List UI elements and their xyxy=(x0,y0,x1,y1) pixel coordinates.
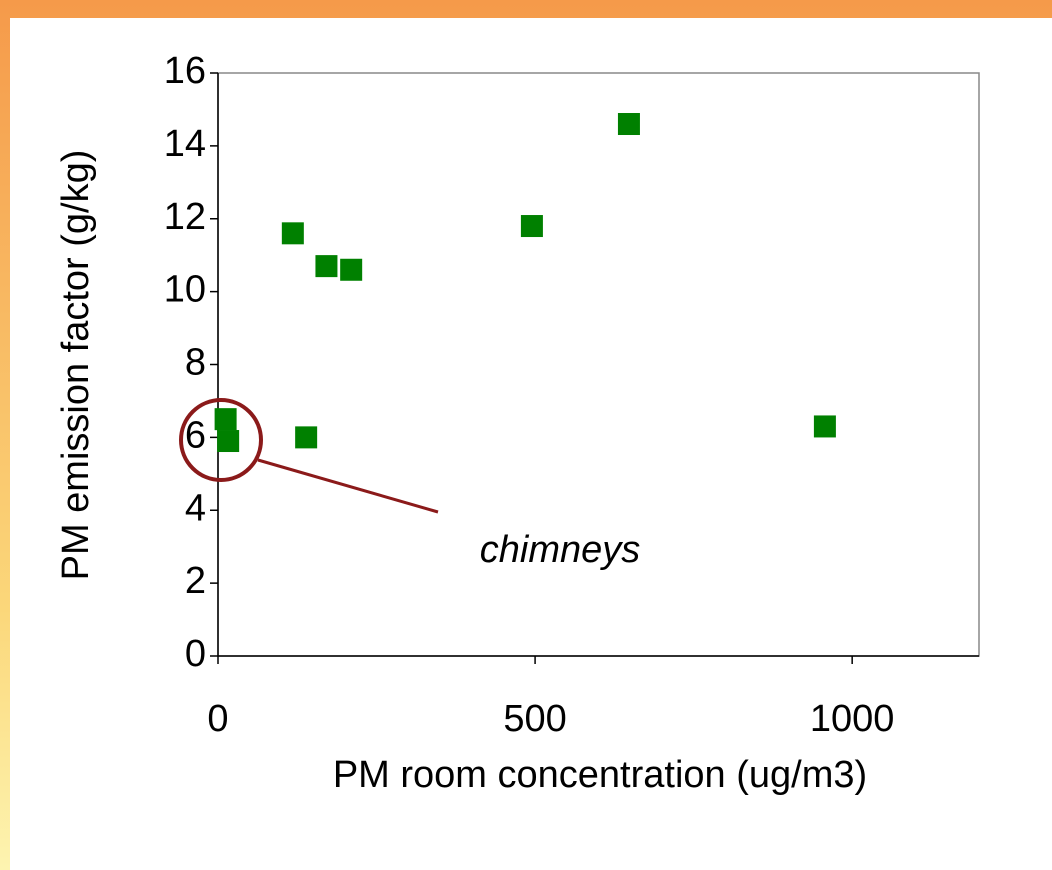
point xyxy=(813,415,836,438)
point xyxy=(217,430,240,453)
x-tick-label: 1000 xyxy=(810,698,895,740)
y-tick-label: 6 xyxy=(185,414,206,456)
y-tick-label: 14 xyxy=(164,123,206,165)
annotation-line xyxy=(257,458,439,514)
annotation-circle xyxy=(179,398,263,482)
point xyxy=(520,215,543,238)
point xyxy=(281,222,304,245)
y-tick-label: 8 xyxy=(185,342,206,384)
panel xyxy=(10,18,1052,870)
annotation: chimneys xyxy=(480,529,641,571)
x-tick-label: 500 xyxy=(503,698,566,740)
point xyxy=(214,408,237,431)
point xyxy=(340,258,363,281)
y-tick-label: 0 xyxy=(185,633,206,675)
y-tick-label: 4 xyxy=(185,487,206,529)
y-tick-label: 2 xyxy=(185,560,206,602)
point xyxy=(295,426,318,449)
point xyxy=(617,113,640,136)
x-tick-label: 0 xyxy=(207,698,228,740)
y-axis-label: PM emission factor (g/kg) xyxy=(55,150,97,581)
y-tick-label: 10 xyxy=(164,269,206,311)
point xyxy=(315,255,338,278)
x-axis-label: PM room concentration (ug/m3) xyxy=(333,754,867,796)
y-tick-label: 16 xyxy=(164,50,206,92)
y-tick-label: 12 xyxy=(164,196,206,238)
